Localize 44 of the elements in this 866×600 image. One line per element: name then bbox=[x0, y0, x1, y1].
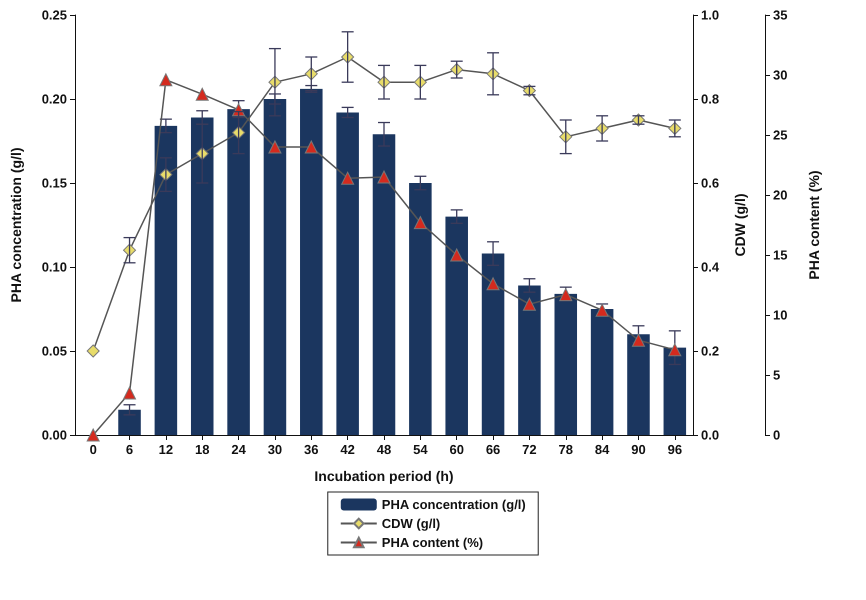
x-tick-label: 90 bbox=[631, 442, 646, 457]
legend-label: PHA content (%) bbox=[382, 535, 484, 550]
y3-tick-label: 20 bbox=[773, 188, 788, 202]
y3-tick-label: 35 bbox=[773, 8, 788, 22]
x-tick-label: 18 bbox=[195, 442, 210, 457]
y-tick-label: 0.25 bbox=[42, 8, 67, 22]
y2-tick-label: 0.2 bbox=[701, 344, 720, 358]
legend-label: CDW (g/l) bbox=[382, 516, 440, 531]
y2-tick-label: 0.4 bbox=[701, 260, 720, 274]
y3-tick-label: 30 bbox=[773, 68, 788, 82]
y-axis-title: PHA concentration (g/l) bbox=[8, 147, 24, 303]
x-tick-label: 42 bbox=[340, 442, 355, 457]
x-tick-label: 84 bbox=[594, 442, 610, 457]
x-axis-title: Incubation period (h) bbox=[314, 468, 454, 484]
y3-tick-label: 5 bbox=[773, 368, 780, 382]
x-tick-label: 96 bbox=[668, 442, 682, 457]
y3-tick-label: 10 bbox=[773, 308, 788, 322]
x-tick-label: 24 bbox=[231, 442, 247, 457]
y3-tick-label: 25 bbox=[773, 128, 788, 142]
x-tick-label: 12 bbox=[158, 442, 174, 457]
y3-tick-label: 15 bbox=[773, 248, 788, 262]
y-tick-label: 0.00 bbox=[42, 428, 67, 442]
y-tick-label: 0.20 bbox=[42, 92, 67, 106]
x-tick-label: 30 bbox=[268, 442, 282, 457]
x-tick-label: 60 bbox=[449, 442, 464, 457]
y3-tick-label: 0 bbox=[773, 428, 780, 442]
y-tick-label: 0.10 bbox=[42, 260, 67, 274]
x-tick-label: 54 bbox=[413, 442, 428, 457]
x-tick-label: 36 bbox=[304, 442, 319, 457]
x-tick-label: 72 bbox=[522, 442, 537, 457]
y-tick-label: 0.15 bbox=[42, 176, 67, 190]
y2-tick-label: 0.6 bbox=[701, 176, 720, 190]
y2-tick-label: 0.0 bbox=[701, 428, 720, 442]
y3-axis-title: PHA content (%) bbox=[806, 170, 822, 280]
x-tick-label: 66 bbox=[486, 442, 500, 457]
x-tick-label: 48 bbox=[376, 442, 392, 457]
y2-axis-title: CDW (g/l) bbox=[732, 194, 748, 256]
x-tick-label: 78 bbox=[558, 442, 573, 457]
legend-label: PHA concentration (g/l) bbox=[382, 497, 526, 512]
y2-tick-label: 1.0 bbox=[701, 8, 720, 22]
y2-tick-label: 0.8 bbox=[701, 92, 720, 106]
x-tick-label: 6 bbox=[126, 442, 134, 457]
y-tick-label: 0.05 bbox=[42, 344, 67, 358]
x-tick-label: 0 bbox=[90, 442, 97, 457]
